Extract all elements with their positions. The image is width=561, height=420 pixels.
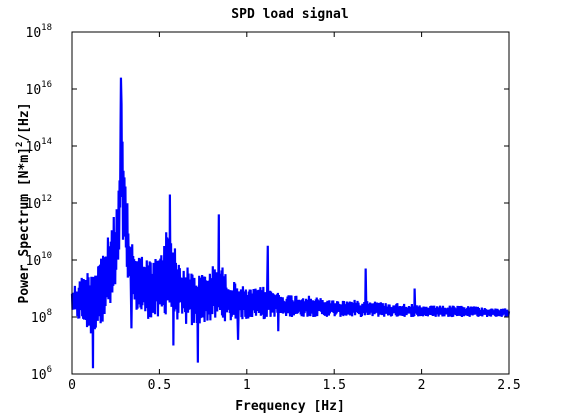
x-tick-label: 2 [418, 378, 426, 393]
y-tick-label: 1018 [26, 23, 53, 41]
y-tick-label: 108 [31, 308, 52, 326]
x-tick-label: 1.5 [322, 378, 345, 393]
x-axis-label: Frequency [Hz] [235, 399, 345, 414]
y-axis-label-superscript: 2 [15, 142, 25, 147]
x-tick-label: 0.5 [148, 378, 171, 393]
chart-title: SPD load signal [231, 7, 348, 22]
y-tick-label: 1014 [26, 137, 53, 155]
y-tick-label: 1012 [26, 194, 53, 212]
y-axis-label-tail: /[Hz] [17, 102, 32, 141]
x-axis: 0 0.5 1 1.5 2 2.5 [68, 32, 521, 393]
y-axis-label: Power Spectrum [N*m]2/[Hz] [15, 102, 32, 303]
x-tick-label: 1 [243, 378, 251, 393]
x-tick-label: 2.5 [497, 378, 520, 393]
plot-frame [71, 31, 510, 375]
spectrum-line [70, 77, 511, 369]
y-tick-label: 1016 [26, 80, 53, 98]
plot-area [70, 77, 511, 369]
y-axis-label-main: Power Spectrum [N*m] [17, 147, 32, 304]
x-tick-label: 0 [68, 378, 76, 393]
y-axis: 106 108 1010 1012 1014 1016 1018 [26, 23, 509, 383]
y-tick-label: 1010 [26, 251, 53, 269]
y-tick-label: 106 [31, 365, 52, 383]
